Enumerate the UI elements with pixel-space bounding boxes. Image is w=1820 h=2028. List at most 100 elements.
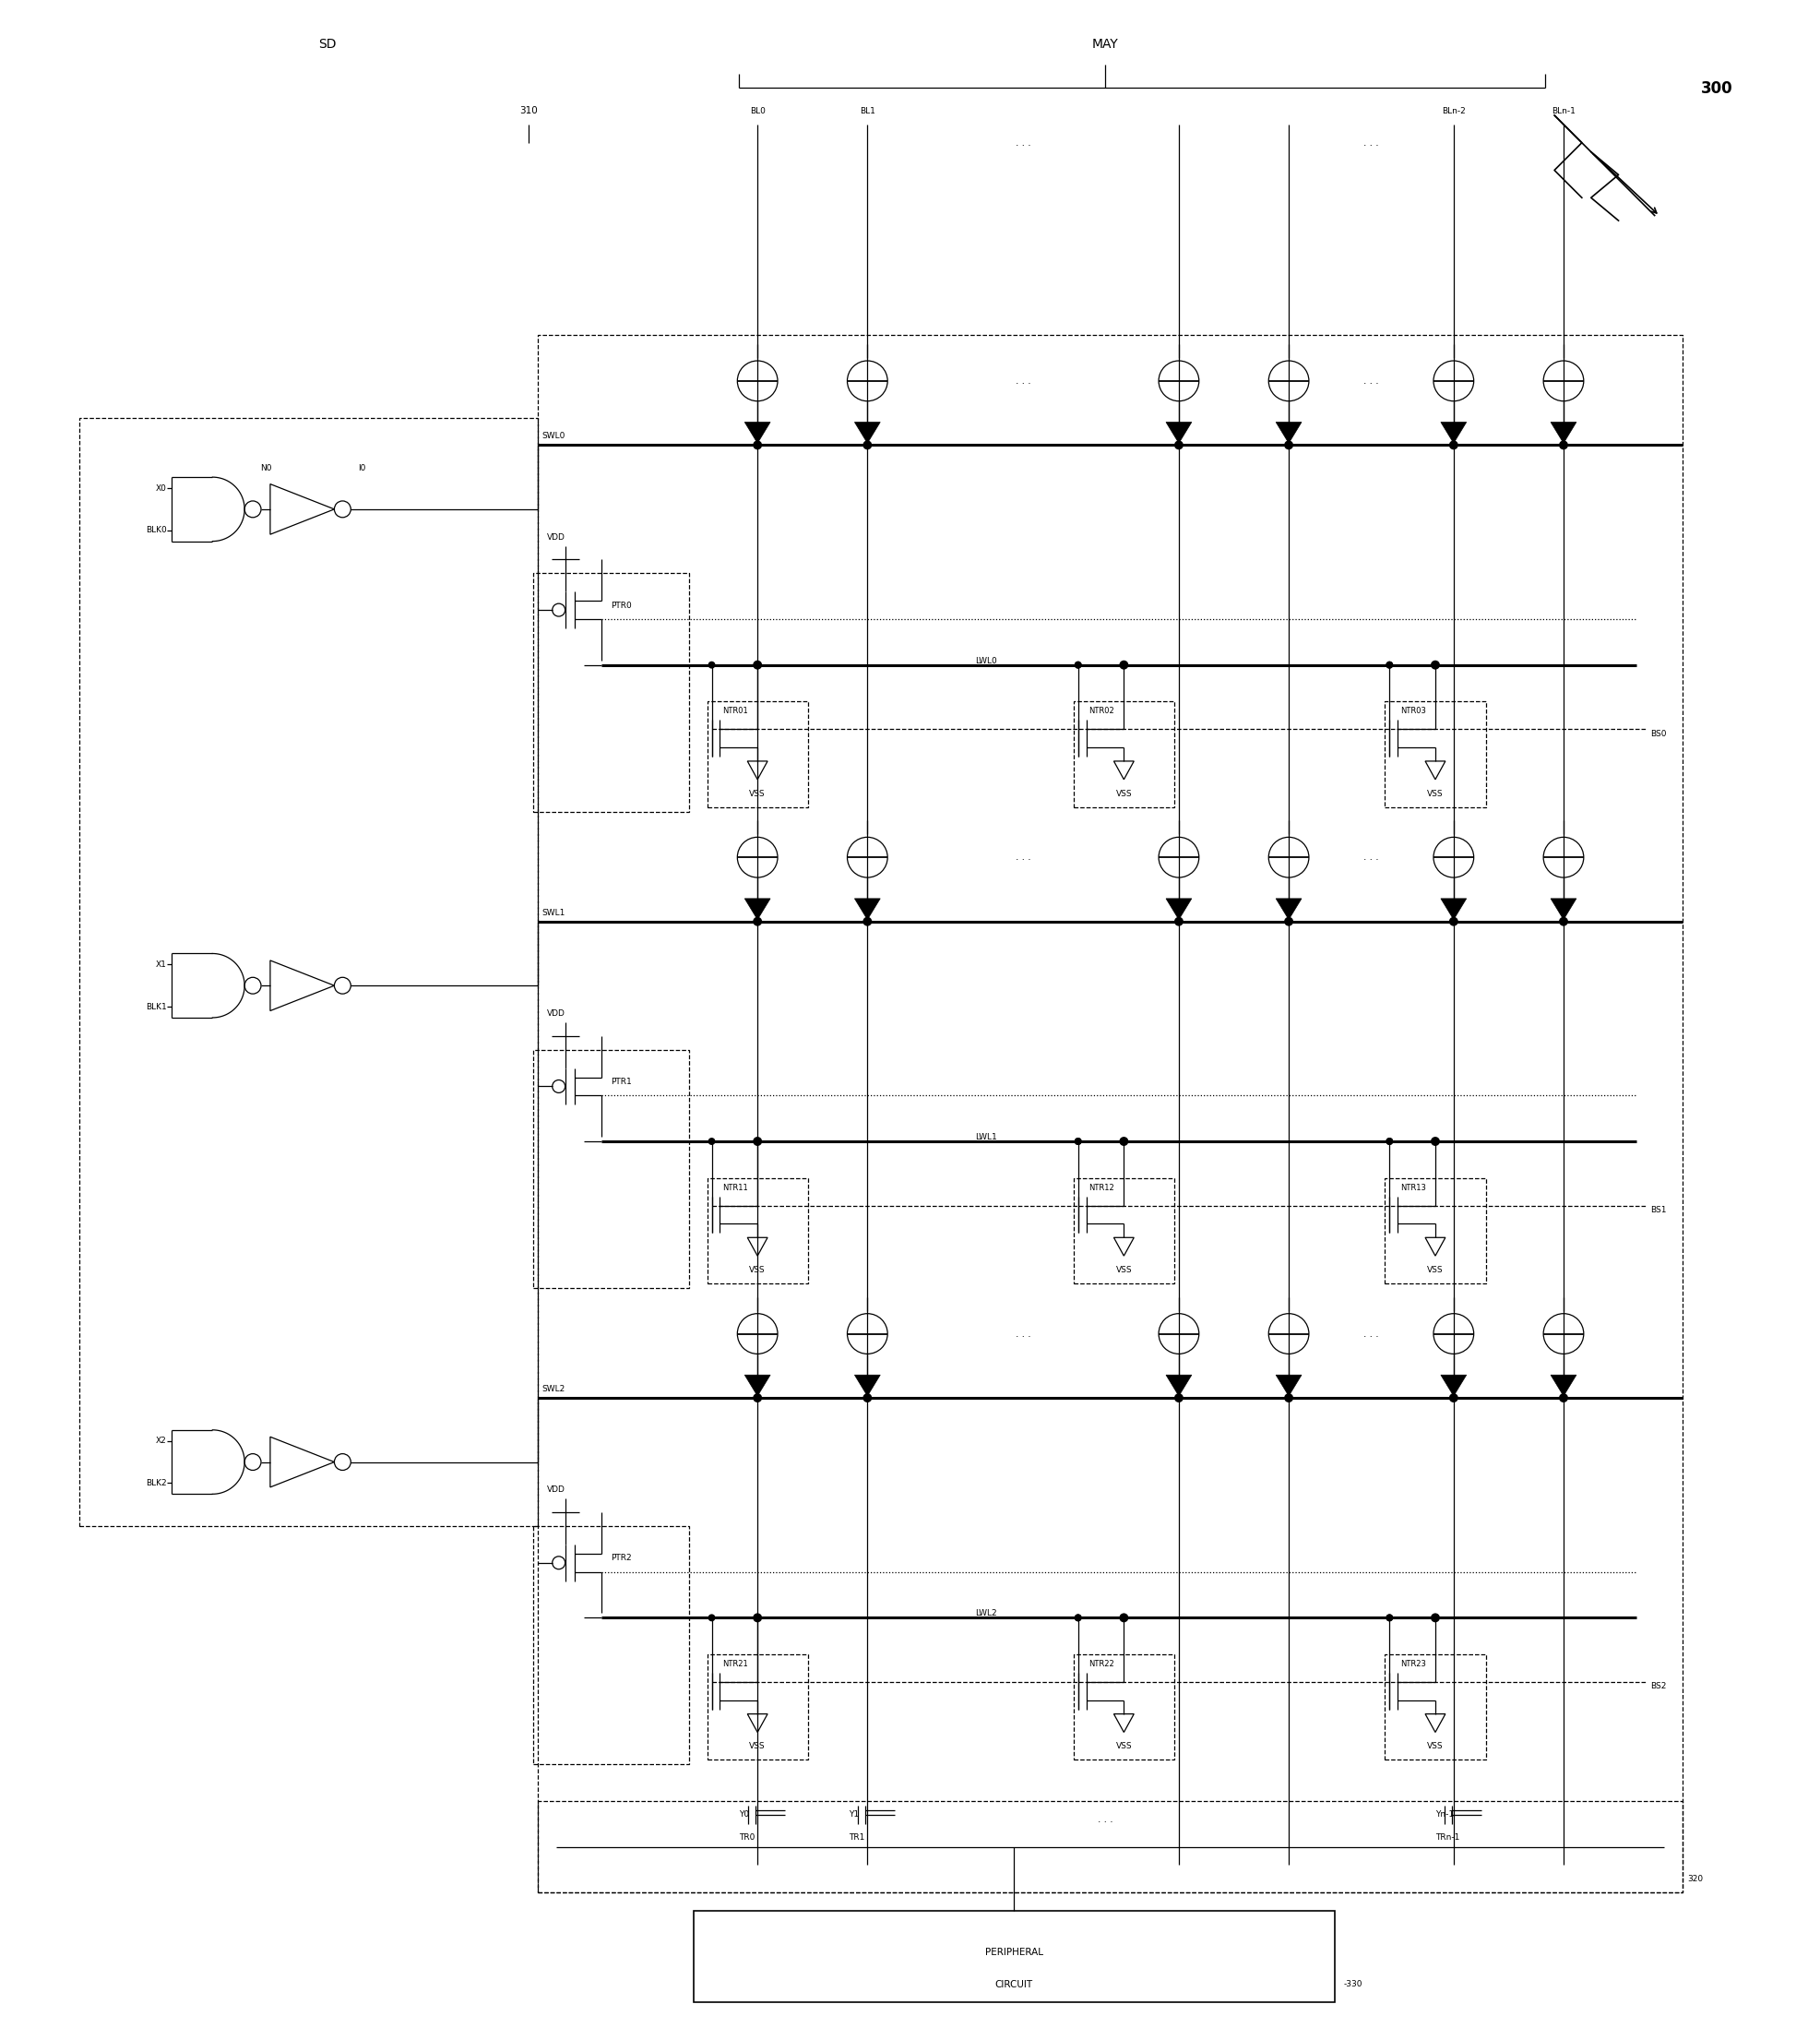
Text: PTR0: PTR0: [612, 600, 632, 610]
Bar: [537, 335, 1684, 1892]
Text: NTR01: NTR01: [723, 708, 748, 716]
Text: BS1: BS1: [1651, 1207, 1667, 1215]
Text: PERIPHERAL: PERIPHERAL: [985, 1947, 1043, 1957]
Circle shape: [1174, 1393, 1183, 1403]
Text: BLn-2: BLn-2: [1441, 107, 1465, 116]
Polygon shape: [1551, 898, 1576, 919]
Text: NTR22: NTR22: [1088, 1659, 1114, 1669]
Text: BL1: BL1: [859, 107, 875, 116]
Circle shape: [753, 917, 763, 927]
Circle shape: [1560, 1393, 1569, 1403]
Polygon shape: [1167, 898, 1192, 919]
Circle shape: [1385, 1138, 1392, 1146]
Text: . . .: . . .: [1097, 1815, 1114, 1823]
Text: NTR03: NTR03: [1401, 708, 1427, 716]
Text: 300: 300: [1702, 81, 1733, 97]
Circle shape: [1385, 661, 1392, 669]
Text: BS0: BS0: [1651, 730, 1667, 738]
Text: VSS: VSS: [1116, 1265, 1132, 1274]
Text: SD: SD: [318, 39, 337, 51]
Polygon shape: [1441, 898, 1467, 919]
Text: TRn-1: TRn-1: [1436, 1833, 1460, 1841]
Circle shape: [1385, 1614, 1392, 1622]
Circle shape: [708, 1138, 715, 1146]
Text: -330: -330: [1343, 1979, 1363, 1987]
Text: SWL0: SWL0: [542, 432, 566, 440]
Text: VSS: VSS: [1427, 789, 1443, 797]
Bar: [1074, 1178, 1174, 1284]
Text: VDD: VDD: [546, 1010, 566, 1018]
Polygon shape: [1551, 422, 1576, 444]
Bar: [537, 1801, 1684, 1892]
Text: PTR2: PTR2: [612, 1553, 632, 1562]
Polygon shape: [748, 1714, 768, 1732]
Text: CIRCUIT: CIRCUIT: [996, 1979, 1034, 1989]
Text: N0: N0: [260, 464, 271, 473]
Bar: [1385, 1655, 1485, 1760]
Polygon shape: [855, 422, 881, 444]
Text: VSS: VSS: [1427, 1265, 1443, 1274]
Circle shape: [708, 1614, 715, 1622]
Bar: [80, 418, 537, 1527]
Text: NTR21: NTR21: [723, 1659, 748, 1669]
Text: X1: X1: [157, 961, 167, 969]
Polygon shape: [1276, 422, 1301, 444]
Text: VSS: VSS: [750, 1742, 766, 1750]
Circle shape: [1285, 440, 1294, 450]
Polygon shape: [855, 1375, 881, 1395]
Circle shape: [753, 1612, 763, 1622]
Polygon shape: [1425, 1237, 1445, 1255]
Text: Y1: Y1: [850, 1811, 859, 1819]
Text: LWL1: LWL1: [976, 1134, 997, 1142]
Circle shape: [1174, 917, 1183, 927]
Text: Y0: Y0: [739, 1811, 750, 1819]
Text: TR1: TR1: [850, 1833, 864, 1841]
Circle shape: [1119, 1612, 1128, 1622]
Text: BLK0: BLK0: [146, 525, 167, 535]
Text: MAY: MAY: [1092, 39, 1119, 51]
Polygon shape: [744, 898, 770, 919]
Text: . . .: . . .: [1363, 1328, 1380, 1338]
Text: . . .: . . .: [1363, 852, 1380, 862]
Circle shape: [1074, 661, 1081, 669]
Polygon shape: [1114, 760, 1134, 779]
Text: PTR1: PTR1: [612, 1077, 632, 1085]
Text: 310: 310: [519, 105, 537, 116]
Circle shape: [753, 1138, 763, 1146]
Circle shape: [1449, 440, 1458, 450]
Text: SWL2: SWL2: [542, 1385, 566, 1393]
Circle shape: [863, 917, 872, 927]
Circle shape: [1431, 1138, 1440, 1146]
Text: VDD: VDD: [546, 533, 566, 541]
Text: . . .: . . .: [1016, 1328, 1030, 1338]
Circle shape: [1285, 917, 1294, 927]
Text: BLK1: BLK1: [146, 1002, 167, 1010]
Text: VSS: VSS: [1116, 789, 1132, 797]
Circle shape: [1431, 1612, 1440, 1622]
Text: I0: I0: [359, 464, 366, 473]
Circle shape: [1449, 1393, 1458, 1403]
Text: NTR13: NTR13: [1401, 1184, 1427, 1192]
Text: VSS: VSS: [750, 789, 766, 797]
Polygon shape: [1441, 1375, 1467, 1395]
Circle shape: [1449, 917, 1458, 927]
Circle shape: [1119, 1138, 1128, 1146]
Circle shape: [1560, 440, 1569, 450]
Text: Yn-1: Yn-1: [1436, 1811, 1454, 1819]
Text: BS2: BS2: [1651, 1683, 1667, 1691]
Circle shape: [1074, 1614, 1081, 1622]
Text: . . .: . . .: [1016, 852, 1030, 862]
Text: BLK2: BLK2: [146, 1478, 167, 1487]
Polygon shape: [744, 422, 770, 444]
Circle shape: [1074, 1138, 1081, 1146]
Text: SWL1: SWL1: [542, 909, 566, 917]
Circle shape: [1174, 440, 1183, 450]
Text: NTR12: NTR12: [1088, 1184, 1114, 1192]
Circle shape: [753, 1393, 763, 1403]
Polygon shape: [1114, 1237, 1134, 1255]
Text: X0: X0: [157, 485, 167, 493]
Polygon shape: [855, 898, 881, 919]
Circle shape: [1119, 661, 1128, 669]
Text: NTR02: NTR02: [1088, 708, 1114, 716]
Text: BL0: BL0: [750, 107, 764, 116]
